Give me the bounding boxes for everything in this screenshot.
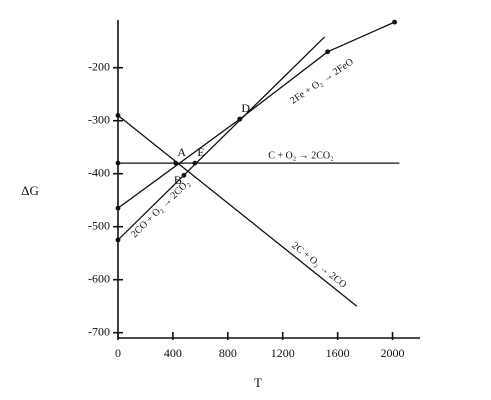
annotation-point: [181, 172, 187, 178]
series-label: C + O₂ → 2CO₂: [268, 150, 333, 161]
annotation-label: D: [241, 101, 250, 115]
y-tick-label: -500: [88, 218, 110, 232]
annotation-point: [237, 116, 243, 122]
x-tick-label: 400: [164, 346, 182, 360]
annotation-point: [173, 160, 179, 166]
series-label: 2C + O₂ → 2CO: [289, 240, 348, 290]
point: [115, 113, 121, 118]
x-tick-label: 1600: [326, 346, 350, 360]
series-line: [117, 36, 326, 241]
series-label: 2Fe + O₂ → 2FeO: [288, 56, 355, 106]
y-axis-label: ΔG: [21, 183, 39, 198]
annotation-point: [192, 160, 198, 166]
series-line: [117, 114, 358, 307]
point: [115, 237, 121, 243]
series-label: 2CO + O₂ → 2CO₂: [129, 178, 192, 240]
y-tick-label: -200: [88, 59, 110, 73]
x-tick-label: 0: [115, 346, 121, 360]
point: [392, 19, 398, 25]
y-tick-label: -700: [88, 324, 110, 338]
annotation-label: B: [174, 173, 182, 187]
x-tick-label: 2000: [381, 346, 405, 360]
x-tick-label: 800: [219, 346, 237, 360]
y-tick-label: -400: [88, 165, 110, 179]
y-tick-label: -600: [88, 271, 110, 285]
annotation-label: E: [197, 145, 204, 159]
x-tick-label: 1200: [271, 346, 295, 360]
point: [115, 160, 121, 166]
series-line: [117, 21, 395, 209]
y-tick-label: -300: [88, 112, 110, 126]
point: [325, 49, 331, 55]
point: [115, 205, 121, 211]
x-axis-label: T: [254, 375, 262, 390]
annotation-label: A: [177, 145, 186, 159]
